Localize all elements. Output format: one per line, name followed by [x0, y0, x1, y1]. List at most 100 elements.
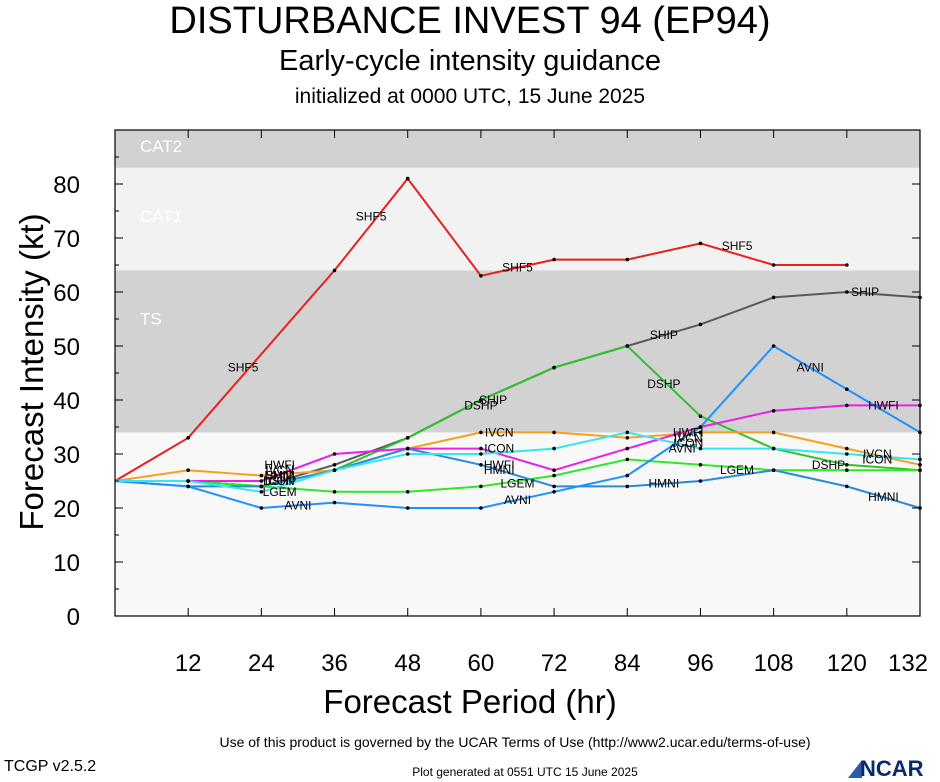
point-dshp	[405, 436, 410, 440]
band-label-cat2: CAT2	[140, 137, 182, 156]
point-shf5	[698, 241, 703, 246]
series-points	[186, 176, 922, 510]
point-ivcn	[771, 430, 776, 435]
x-tick-label: 120	[827, 650, 867, 677]
x-tick-label: 60	[468, 650, 495, 677]
series-label-shf5: SHF5	[228, 361, 259, 375]
series-line-hwfi	[115, 404, 920, 482]
y-tick-label: 20	[53, 496, 80, 523]
series-label-ivcn: IVCN	[863, 447, 892, 461]
series-label-ship: SHIP	[266, 469, 294, 483]
point-avni	[771, 344, 776, 348]
point-icon	[479, 452, 483, 456]
series-label-hwfi: HWFI	[264, 458, 295, 472]
intensity-bands	[115, 130, 920, 433]
ncar-logo: NCAR	[860, 756, 924, 781]
series-label-hmni: HMNI	[649, 477, 680, 491]
x-tick-label: 12	[175, 650, 202, 677]
series-label-hwfi: HWFI	[868, 398, 899, 412]
point-icon	[259, 490, 264, 494]
band-labels: TS CAT1 CAT2	[140, 137, 182, 328]
point-ship	[771, 295, 776, 300]
x-axis-title: Forecast Period (hr)	[323, 683, 617, 720]
point-ivcn	[845, 446, 849, 451]
series-label-dshp: DSHP	[812, 458, 845, 472]
point-lgem	[845, 468, 849, 473]
terms-of-use: Use of this product is governed by the U…	[219, 734, 811, 750]
x-tick-label: 72	[541, 650, 568, 677]
point-ivcn	[186, 468, 190, 473]
point-dshp	[479, 398, 483, 402]
series-label-hwfi: HWFI	[673, 425, 704, 439]
x-tick-label: 96	[687, 650, 714, 677]
x-tick-label: 108	[754, 650, 794, 677]
series-label-ship: SHIP	[650, 328, 678, 342]
point-hwfi	[845, 403, 849, 408]
point-ship	[698, 322, 703, 327]
x-tick-label: 24	[248, 650, 275, 677]
series-label-shf5: SHF5	[722, 239, 753, 253]
series-label-avni: AVNI	[504, 493, 531, 507]
point-shf5	[479, 274, 483, 278]
point-shf5	[845, 263, 849, 267]
point-avni	[845, 387, 849, 392]
series-line-avni	[114, 344, 921, 510]
point-avni	[405, 506, 410, 510]
series-label-icon: ICON	[862, 452, 892, 466]
point-hmni	[771, 468, 776, 473]
point-hmni	[845, 484, 849, 489]
point-lgem	[332, 490, 337, 494]
series-line-ivcn	[114, 431, 921, 482]
series-label-ship: SHIP	[479, 393, 507, 407]
point-lgem	[405, 490, 410, 494]
point-icon	[698, 446, 703, 451]
series-label-lgem: LGEM	[263, 485, 297, 499]
x-tick-label: 84	[614, 650, 641, 677]
y-tick-label: 60	[53, 280, 80, 307]
point-ivcn	[552, 430, 556, 435]
ncar-logo-mark-icon	[848, 760, 862, 778]
x-tick-label: 36	[321, 650, 348, 677]
series-labels: SHF5SHF5SHF5SHF5SHIPSHIPSHIPSHIPDSHPDSHP…	[228, 209, 899, 512]
version-label: TCGP v2.5.2	[4, 758, 97, 775]
series-label-icon: ICON	[673, 436, 703, 450]
series-label-hwfi: HWFI	[484, 458, 515, 472]
x-tick-label: 132	[888, 650, 928, 677]
point-hwfi	[552, 468, 556, 473]
point-icon	[332, 468, 337, 473]
series-label-avni: AVNI	[669, 442, 696, 456]
series-line-hmni	[114, 447, 921, 509]
series-label-dshp: DSHP	[647, 377, 680, 391]
series-label-ivcn: IVCN	[674, 431, 703, 445]
point-ivcn	[625, 436, 630, 440]
y-tick-label: 40	[53, 388, 80, 415]
point-dshp	[625, 344, 630, 348]
series-label-ivcn: IVCN	[485, 425, 514, 439]
series-label-hmni: HMNI	[484, 463, 515, 477]
point-hmni	[405, 446, 410, 451]
point-ivcn	[479, 430, 483, 435]
series-line-icon	[115, 431, 921, 493]
series-label-dshp: DSHP	[464, 398, 497, 412]
series-label-hmni: HMNI	[868, 490, 899, 504]
point-shf5	[186, 436, 190, 440]
point-lgem	[625, 457, 630, 462]
series-label-ship: SHIP	[851, 285, 879, 299]
point-hwfi	[479, 446, 483, 451]
point-hmni	[625, 484, 630, 489]
point-icon	[186, 479, 190, 483]
initialization-time: initialized at 0000 UTC, 15 June 2025	[294, 85, 646, 108]
point-hwfi	[332, 452, 337, 456]
y-tick-label: 30	[53, 442, 80, 469]
point-ivcn	[698, 430, 703, 435]
point-lgem	[552, 473, 556, 478]
y-tick-label: 10	[53, 550, 80, 577]
chart-subtitle: Early-cycle intensity guidance	[278, 45, 661, 77]
point-icon	[552, 446, 556, 451]
series-label-icon: ICON	[265, 474, 295, 488]
point-hwfi	[259, 479, 264, 483]
point-avni	[625, 473, 630, 478]
band-cat1	[115, 167, 920, 271]
point-icon	[771, 446, 776, 451]
